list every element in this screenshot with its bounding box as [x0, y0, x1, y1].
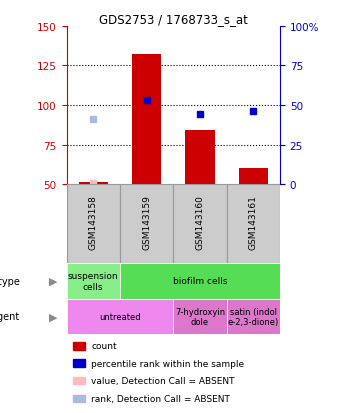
Bar: [227, 299, 280, 334]
Text: percentile rank within the sample: percentile rank within the sample: [91, 359, 244, 368]
Bar: [73, 360, 85, 367]
Bar: [173, 299, 227, 334]
Text: GSM143161: GSM143161: [249, 195, 258, 250]
Bar: [120, 185, 173, 263]
Bar: [185, 131, 215, 185]
Text: ▶: ▶: [49, 311, 58, 321]
Bar: [73, 395, 85, 402]
Text: 7-hydroxyin
dole: 7-hydroxyin dole: [175, 307, 225, 326]
Bar: [66, 299, 173, 334]
Text: ▶: ▶: [49, 276, 58, 286]
Text: count: count: [91, 342, 117, 351]
Title: GDS2753 / 1768733_s_at: GDS2753 / 1768733_s_at: [99, 13, 248, 26]
Text: value, Detection Call = ABSENT: value, Detection Call = ABSENT: [91, 376, 234, 385]
Bar: [120, 263, 280, 299]
Bar: [66, 185, 120, 263]
Text: untreated: untreated: [99, 312, 141, 321]
Bar: [73, 342, 85, 350]
Bar: [173, 185, 227, 263]
Text: agent: agent: [0, 311, 20, 321]
Bar: [227, 185, 280, 263]
Text: GSM143160: GSM143160: [195, 195, 204, 250]
Text: rank, Detection Call = ABSENT: rank, Detection Call = ABSENT: [91, 394, 230, 403]
Bar: [132, 55, 161, 185]
Bar: [73, 377, 85, 384]
Bar: [66, 263, 120, 299]
Text: cell type: cell type: [0, 276, 20, 286]
Text: GSM143158: GSM143158: [89, 195, 98, 250]
Text: satin (indol
e-2,3-dione): satin (indol e-2,3-dione): [228, 307, 279, 326]
Text: GSM143159: GSM143159: [142, 195, 151, 250]
Bar: [239, 169, 268, 185]
Text: biofilm cells: biofilm cells: [173, 277, 227, 286]
Text: suspension
cells: suspension cells: [68, 271, 119, 291]
Bar: [78, 182, 108, 185]
